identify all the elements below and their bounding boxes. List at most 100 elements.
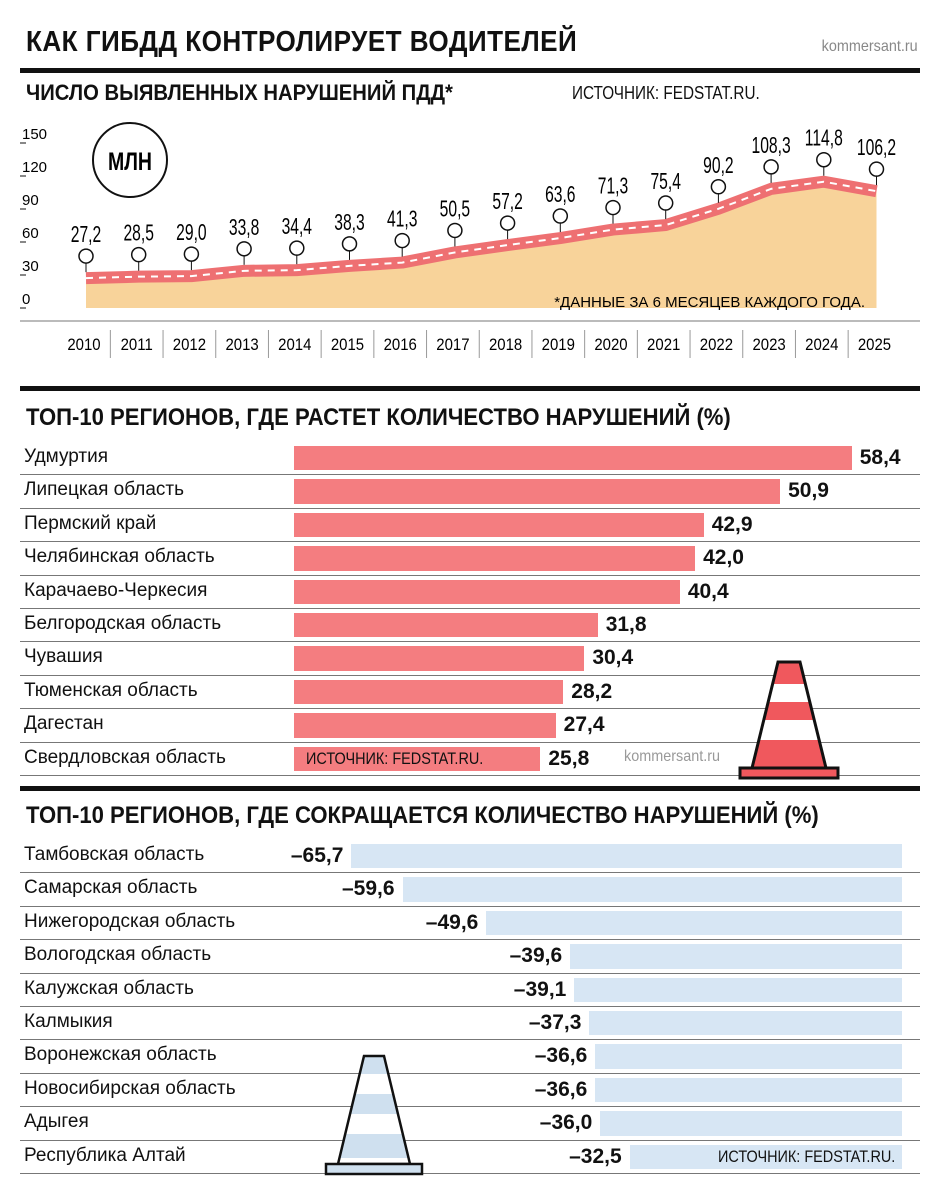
row-divider [20, 905, 920, 907]
data-point [605, 199, 621, 216]
bar [486, 910, 902, 936]
region-label: Вологодская область [24, 944, 212, 966]
row-divider [20, 574, 920, 576]
data-label: 27,2 [71, 222, 101, 248]
row-divider [20, 1173, 920, 1174]
data-label: 90,2 [703, 153, 733, 179]
region-label: Липецкая область [24, 479, 185, 501]
row-divider [20, 1039, 920, 1041]
value-label: –49,6 [425, 910, 479, 934]
bar [595, 1077, 902, 1103]
section-rule-2 [20, 786, 920, 791]
row-divider [20, 872, 920, 874]
value-label: 30,4 [592, 646, 634, 670]
y-tick-label: 90 [22, 192, 39, 209]
x-tick-label: 2024 [805, 336, 838, 354]
value-label: –36,6 [534, 1077, 588, 1101]
value-label: 27,4 [563, 713, 605, 737]
region-label: Нижегородская область [24, 910, 236, 932]
data-point [552, 208, 569, 224]
chart-note: *ДАННЫЕ ЗА 6 МЕСЯЦЕВ КАЖДОГО ГОДА. [554, 294, 865, 311]
value-label: –36,6 [534, 1044, 588, 1068]
value-label: 40,4 [687, 579, 729, 603]
data-label: 63,6 [545, 182, 575, 208]
value-label: 50,9 [788, 479, 829, 503]
value-label: –65,7 [290, 844, 344, 867]
data-labels: 27,2 28,5 29,0 33,8 34,4 38,3 41,3 50,5 57,2 63,6… [71, 126, 896, 248]
bar [294, 646, 585, 671]
area-fill [86, 181, 877, 308]
bar [294, 613, 598, 638]
value-label: –36,0 [539, 1111, 593, 1135]
data-point [341, 236, 358, 252]
row-divider [20, 507, 920, 509]
row-divider [20, 972, 920, 974]
top-rule [20, 68, 920, 73]
region-label: Тамбовская область [24, 844, 205, 865]
x-tick-label: 2023 [752, 336, 785, 354]
y-tick-label: 60 [22, 225, 39, 242]
bar [570, 944, 902, 969]
x-tick-label: 2017 [436, 336, 469, 354]
traffic-cone-blue-icon [324, 1054, 424, 1176]
region-label: Республика Алтай [24, 1144, 186, 1166]
data-label: 50,5 [440, 197, 470, 223]
x-tick-label: 2019 [542, 336, 575, 354]
violations-area-chart: 0 30 60 90 120 150 27,2 28,5 29,0 33,8 34,4 38,3 41… [20, 122, 920, 358]
region-label: Новосибирская область [24, 1077, 236, 1099]
data-label: 71,3 [598, 174, 628, 200]
row-divider [20, 1072, 920, 1074]
value-label: –39,1 [513, 977, 567, 1001]
row-divider [20, 674, 920, 676]
line-chart-title: ЧИСЛО ВЫЯВЛЕННЫХ НАРУШЕНИЙ ПДД* [26, 80, 453, 105]
data-label: 75,4 [650, 169, 680, 195]
value-label: 25,8 [548, 746, 590, 770]
data-label: 28,5 [123, 221, 153, 247]
data-point [657, 195, 674, 211]
value-label: 31,8 [605, 613, 647, 636]
bar [574, 977, 902, 1002]
region-label: Удмуртия [24, 446, 108, 467]
data-point [447, 222, 463, 239]
bar [600, 1111, 902, 1136]
data-label: 38,3 [334, 210, 364, 236]
row-divider [20, 1106, 920, 1108]
data-point [130, 246, 147, 263]
value-label: –32,5 [569, 1144, 622, 1168]
row-divider [20, 608, 920, 609]
road-dash [85, 180, 877, 280]
x-tick-label: 2013 [225, 336, 258, 354]
bar [589, 1011, 902, 1036]
x-tick-label: 2014 [278, 336, 311, 354]
bar [294, 546, 696, 571]
bar [351, 844, 902, 869]
bar [294, 746, 541, 771]
row-divider [20, 775, 920, 776]
bar [595, 1044, 902, 1069]
y-tick-labels: 0 30 60 90 120 150 [22, 126, 47, 308]
value-label: –39,6 [509, 944, 563, 968]
row-divider [20, 474, 920, 476]
row-divider [20, 641, 920, 643]
data-point [78, 248, 94, 264]
x-tick-label: 2016 [384, 336, 417, 354]
bar-source: ИСТОЧНИК: FEDSTAT.RU. [306, 748, 484, 768]
data-label: 41,3 [387, 207, 417, 233]
region-label: Челябинская область [24, 546, 215, 568]
x-tick-labels: 2010 2011 2012 2013 2014 2015 2016 2017 2018 2019… [20, 320, 920, 358]
site-credit: kommersant.ru [821, 38, 918, 55]
data-label: 106,2 [857, 135, 896, 161]
bar [402, 877, 902, 902]
bar [629, 1144, 902, 1169]
y-tick-label: 150 [22, 126, 47, 143]
y-tick-label: 0 [22, 291, 30, 308]
data-point [183, 246, 200, 262]
x-tick-label: 2012 [173, 336, 206, 354]
data-label: 114,8 [805, 126, 843, 152]
data-point [763, 159, 779, 175]
region-label: Карачаево-Черкесия [24, 579, 208, 601]
data-label: 34,4 [282, 214, 312, 240]
row-divider [20, 1139, 920, 1141]
data-points [78, 151, 885, 273]
page-title: КАК ГИБДД КОНТРОЛИРУЕТ ВОДИТЕЛЕЙ [26, 26, 578, 58]
